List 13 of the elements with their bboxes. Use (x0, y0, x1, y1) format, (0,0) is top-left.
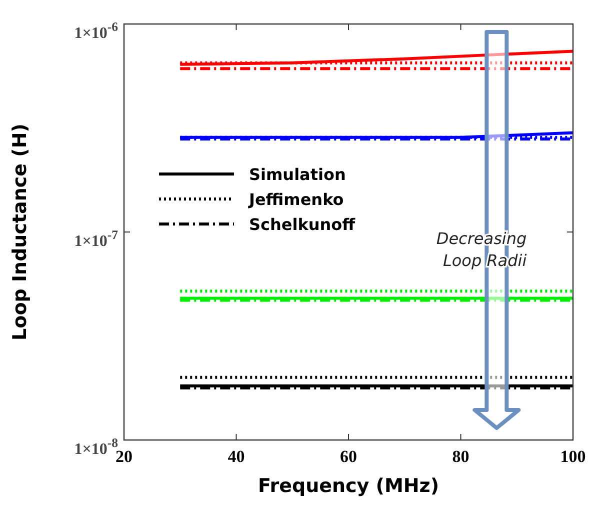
legend-label: Schelkunoff (249, 215, 356, 234)
legend-label: Simulation (249, 165, 346, 184)
y-axis-title: Loop Inductance (H) (9, 124, 31, 340)
y-tick-label: 1×10$^{-8}$ (74, 436, 118, 458)
legend-label: Jeffimenko (248, 190, 344, 209)
x-tick-label: 40 (228, 447, 245, 466)
x-axis-title: Frequency (MHz) (258, 475, 440, 497)
x-tick-label: 20 (116, 447, 132, 466)
y-tick-label: 1×10$^{-6}$ (74, 20, 119, 42)
x-tick-label: 100 (560, 447, 586, 466)
y-tick-label: 1×10$^{-7}$ (74, 228, 119, 250)
x-tick-label: 80 (452, 447, 470, 466)
x-tick-label: 60 (340, 447, 357, 466)
